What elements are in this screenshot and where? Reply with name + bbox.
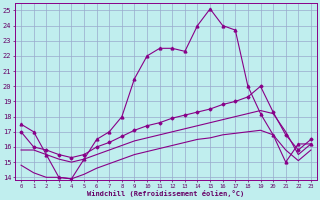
X-axis label: Windchill (Refroidissement éolien,°C): Windchill (Refroidissement éolien,°C) (87, 190, 244, 197)
